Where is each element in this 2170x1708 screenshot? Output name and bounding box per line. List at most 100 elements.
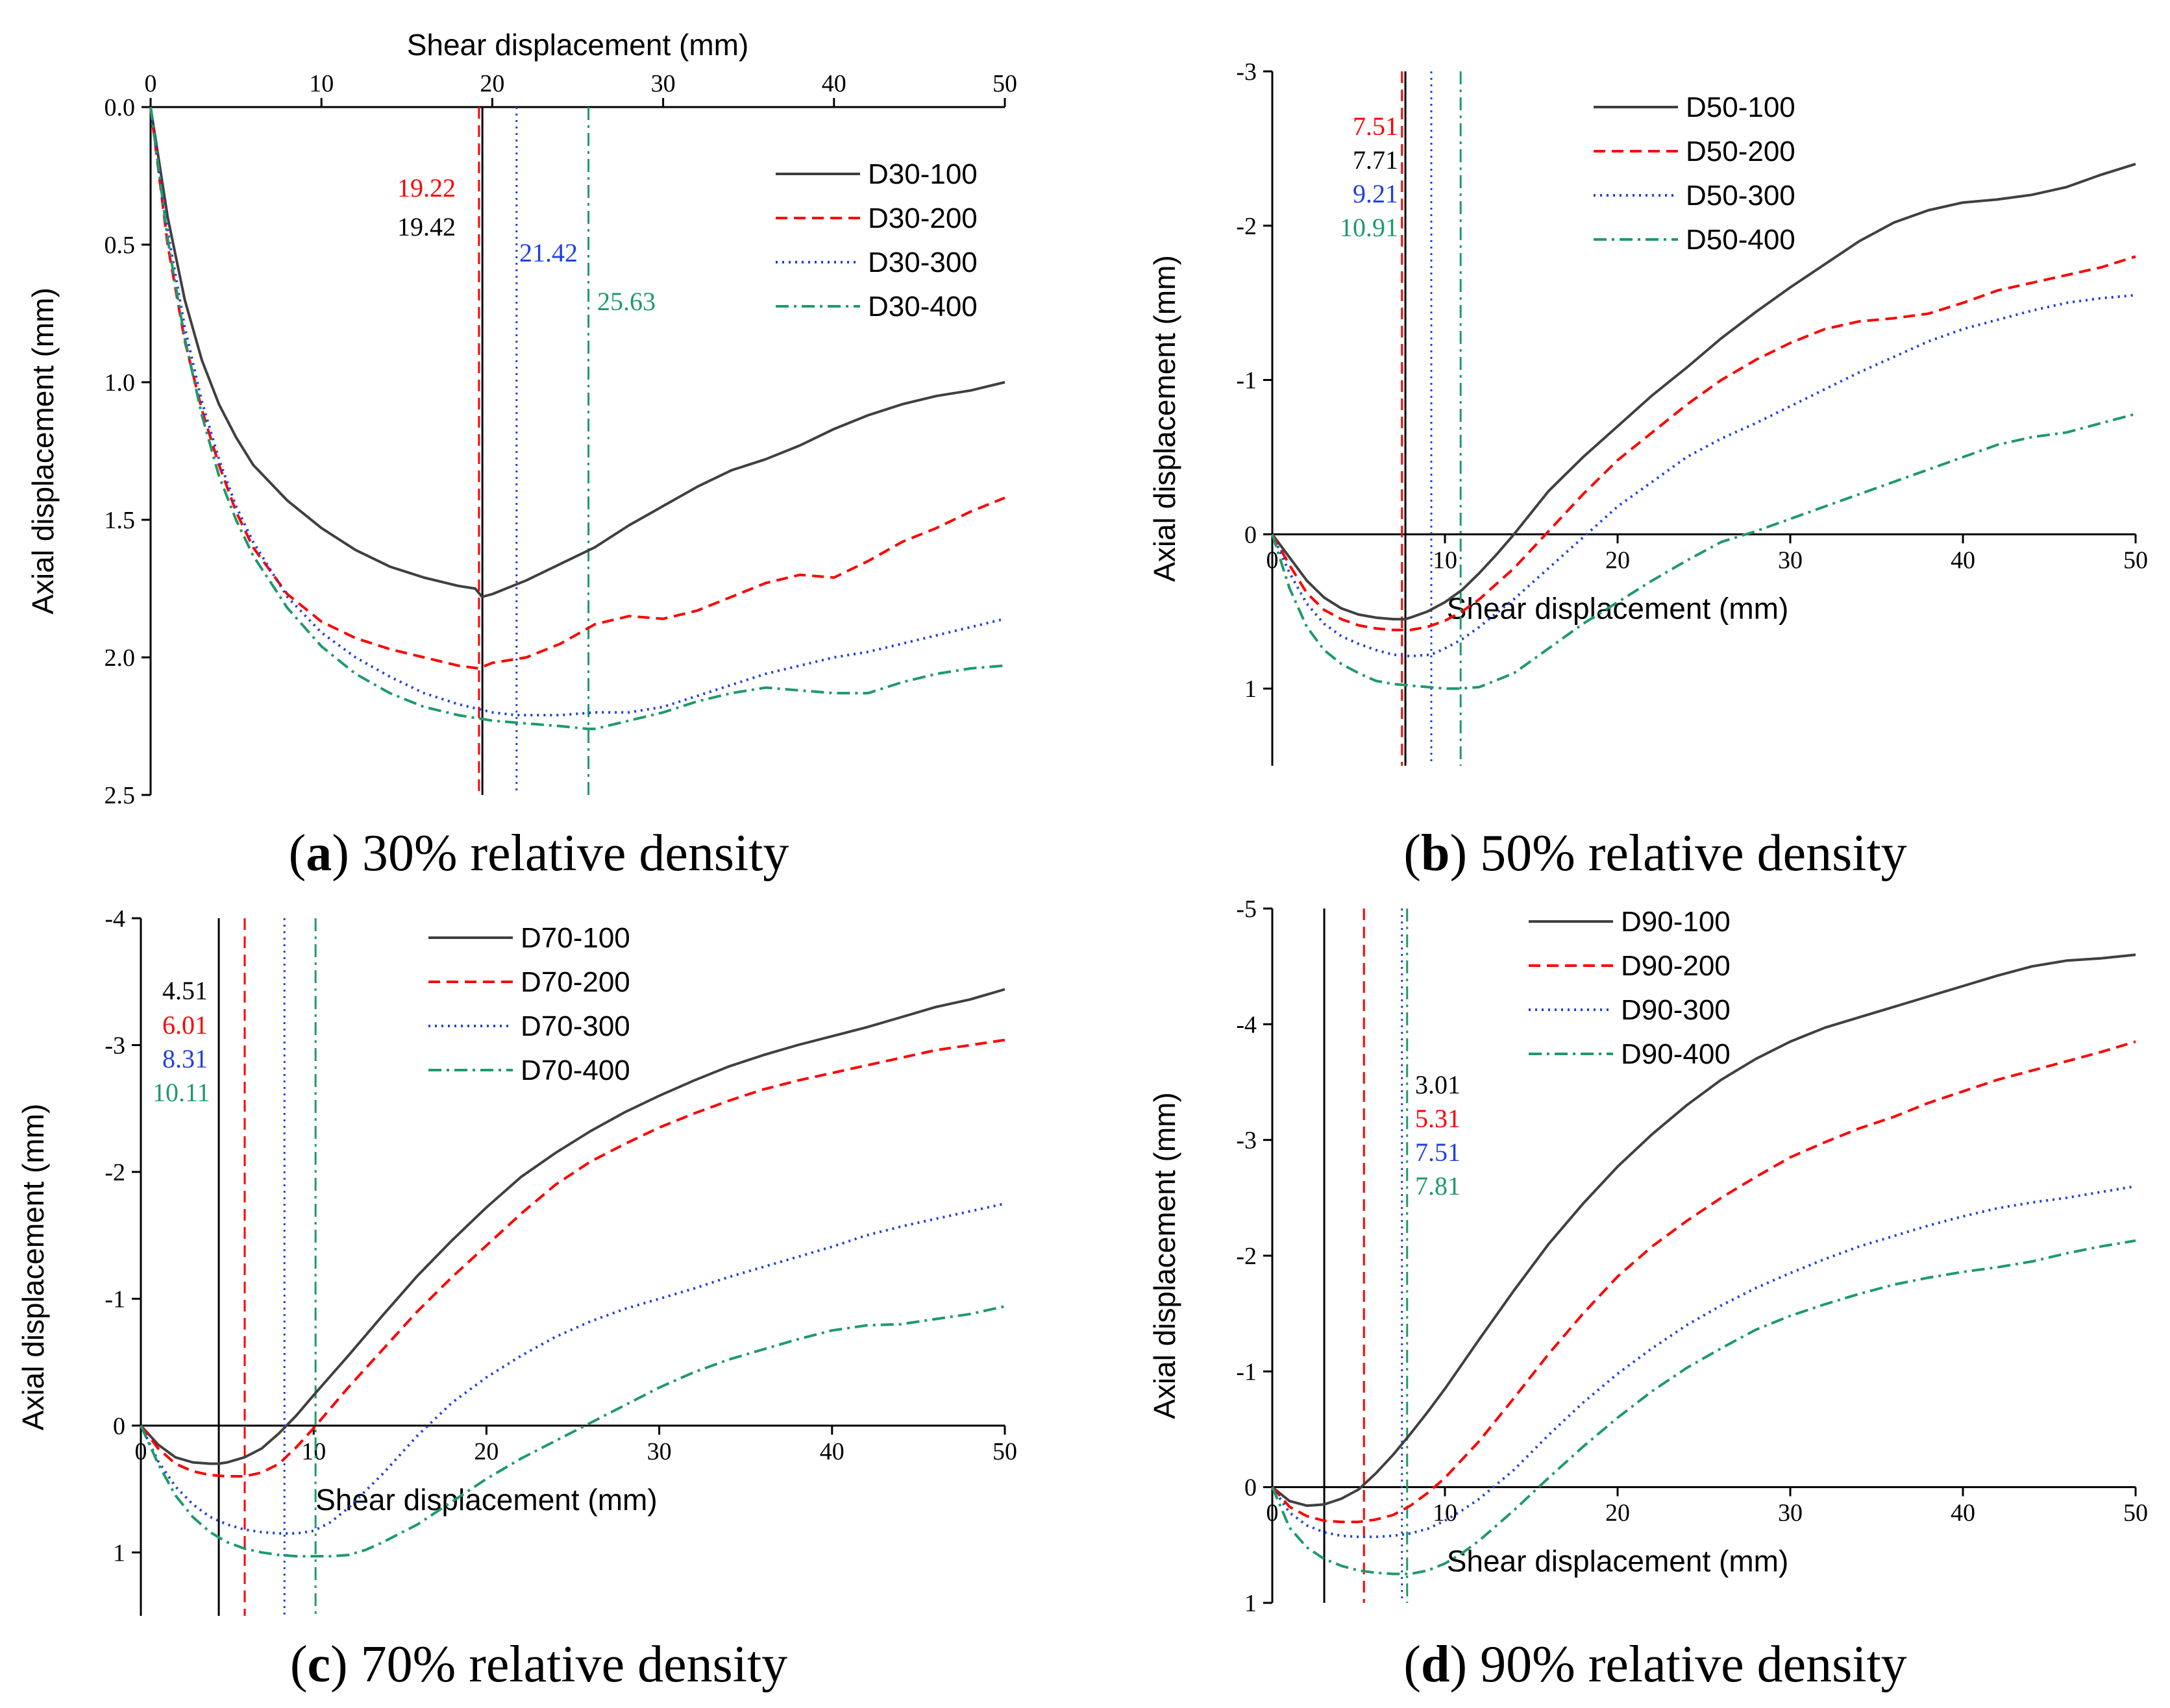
y-tick-label: 0.0 bbox=[105, 94, 136, 121]
series-line-d30-200 bbox=[149, 106, 1005, 670]
legend-label: D30-300 bbox=[868, 247, 978, 278]
marker-label: 3.01 bbox=[1415, 1070, 1461, 1099]
x-tick-label: 40 bbox=[1951, 1500, 1975, 1527]
caption-c: (c) 70% relative density bbox=[290, 1636, 788, 1693]
y-tick-label: -3 bbox=[105, 1032, 125, 1059]
x-tick-label: 10 bbox=[301, 1438, 326, 1465]
x-tick-label: 0 bbox=[135, 1438, 147, 1465]
y-tick-label: -2 bbox=[105, 1159, 125, 1186]
legend-label: D30-400 bbox=[868, 291, 978, 323]
x-tick-label: 30 bbox=[647, 1438, 672, 1465]
marker-label: 7.71 bbox=[1353, 145, 1398, 175]
marker-label: 9.21 bbox=[1353, 179, 1398, 208]
x-tick-label: 30 bbox=[651, 70, 676, 97]
x-tick-label: 30 bbox=[1778, 546, 1803, 574]
y-tick-label: 1.0 bbox=[105, 369, 136, 396]
y-tick-label: -2 bbox=[1236, 1243, 1257, 1270]
series-line-d30-400 bbox=[149, 106, 1005, 731]
marker-label: 19.22 bbox=[397, 173, 456, 202]
x-axis-title: Shear displacement (mm) bbox=[315, 1483, 658, 1517]
series-line-d70-200 bbox=[140, 1038, 1005, 1478]
legend-label: D70-300 bbox=[521, 1010, 630, 1042]
caption-d: (d) 90% relative density bbox=[1403, 1636, 1907, 1693]
x-tick-label: 20 bbox=[480, 70, 504, 97]
y-tick-label: 1.5 bbox=[105, 507, 136, 534]
marker-label: 19.42 bbox=[397, 212, 456, 241]
y-tick-label: -4 bbox=[105, 905, 125, 933]
y-tick-label: -4 bbox=[1236, 1011, 1257, 1038]
marker-label: 8.31 bbox=[162, 1044, 208, 1073]
y-tick-label: 1 bbox=[1244, 676, 1257, 703]
x-tick-label: 0 bbox=[1266, 546, 1279, 574]
y-tick-label: 1 bbox=[113, 1539, 125, 1567]
series-line-d50-300 bbox=[1271, 293, 2136, 658]
legend-label: D70-200 bbox=[521, 966, 630, 998]
x-tick-label: 10 bbox=[1433, 1500, 1457, 1527]
y-tick-label: -5 bbox=[1236, 896, 1257, 923]
series-line-d90-400 bbox=[1271, 1239, 2136, 1576]
series-line-d90-300 bbox=[1271, 1185, 2136, 1539]
y-tick-label: 2.5 bbox=[105, 782, 136, 809]
legend-label: D70-400 bbox=[521, 1055, 630, 1086]
caption-b: (b) 50% relative density bbox=[1403, 825, 1907, 882]
x-axis-title: Shear displacement (mm) bbox=[1447, 1544, 1789, 1578]
y-tick-label: 0 bbox=[1244, 1474, 1257, 1502]
series-line-d30-100 bbox=[149, 106, 1005, 598]
x-tick-label: 20 bbox=[474, 1438, 499, 1465]
y-tick-label: -3 bbox=[1236, 1127, 1257, 1154]
x-tick-label: 50 bbox=[993, 1438, 1017, 1465]
y-tick-label: -1 bbox=[105, 1286, 125, 1313]
y-axis-title: Axial displacement (mm) bbox=[1148, 255, 1181, 582]
marker-label: 25.63 bbox=[597, 287, 656, 316]
y-tick-label: 0.5 bbox=[105, 232, 136, 259]
y-tick-label: 0 bbox=[113, 1413, 125, 1440]
marker-label: 21.42 bbox=[519, 238, 578, 267]
legend-label: D50-200 bbox=[1686, 136, 1795, 167]
x-tick-label: 10 bbox=[309, 70, 334, 97]
series-line-d70-400 bbox=[140, 1305, 1005, 1558]
legend-label: D90-300 bbox=[1621, 994, 1731, 1026]
x-axis-title: Shear displacement (mm) bbox=[407, 28, 749, 62]
legend-label: D50-400 bbox=[1686, 224, 1795, 256]
caption-a: (a) 30% relative density bbox=[288, 825, 789, 882]
x-tick-label: 40 bbox=[820, 1438, 845, 1465]
marker-label: 10.11 bbox=[153, 1078, 210, 1107]
series-line-d90-200 bbox=[1271, 1040, 2136, 1524]
legend-label: D30-100 bbox=[868, 158, 978, 190]
x-tick-label: 10 bbox=[1433, 546, 1457, 574]
marker-label: 7.51 bbox=[1415, 1138, 1461, 1167]
marker-label: 4.51 bbox=[162, 976, 208, 1005]
series-line-d50-100 bbox=[1271, 162, 2136, 621]
y-tick-label: -3 bbox=[1236, 58, 1257, 86]
legend-label: D90-100 bbox=[1621, 906, 1731, 938]
series-line-d90-100 bbox=[1271, 953, 2136, 1507]
y-axis-title: Axial displacement (mm) bbox=[26, 287, 60, 615]
marker-label: 7.51 bbox=[1353, 112, 1398, 141]
legend-label: D70-100 bbox=[521, 922, 630, 954]
legend-label: D30-200 bbox=[868, 202, 978, 234]
series-line-d30-300 bbox=[149, 106, 1005, 716]
legend-label: D50-100 bbox=[1686, 92, 1795, 123]
legend-label: D90-200 bbox=[1621, 950, 1731, 982]
y-tick-label: -1 bbox=[1236, 367, 1257, 395]
x-tick-label: 30 bbox=[1778, 1500, 1803, 1527]
y-tick-label: 1 bbox=[1244, 1590, 1257, 1617]
x-tick-label: 50 bbox=[2123, 1500, 2148, 1527]
marker-label: 10.91 bbox=[1340, 213, 1398, 242]
x-tick-label: 0 bbox=[1266, 1500, 1279, 1527]
marker-label: 7.81 bbox=[1415, 1171, 1461, 1201]
x-tick-label: 50 bbox=[2123, 546, 2148, 574]
series-line-d70-100 bbox=[140, 988, 1005, 1465]
x-tick-label: 20 bbox=[1605, 1500, 1630, 1527]
series-line-d50-200 bbox=[1271, 255, 2136, 631]
x-axis-title: Shear displacement (mm) bbox=[1447, 591, 1789, 625]
marker-label: 6.01 bbox=[162, 1010, 208, 1040]
series-line-d50-400 bbox=[1271, 412, 2136, 690]
legend-label: D50-300 bbox=[1686, 180, 1795, 212]
panel-a-chart: 0.0 0.5 1.0 1.5 2.0 2.5 0 10 20 30 40 50 Shear displ… bbox=[26, 28, 1017, 809]
x-tick-label: 50 bbox=[993, 70, 1017, 97]
x-tick-label: 20 bbox=[1605, 546, 1630, 574]
